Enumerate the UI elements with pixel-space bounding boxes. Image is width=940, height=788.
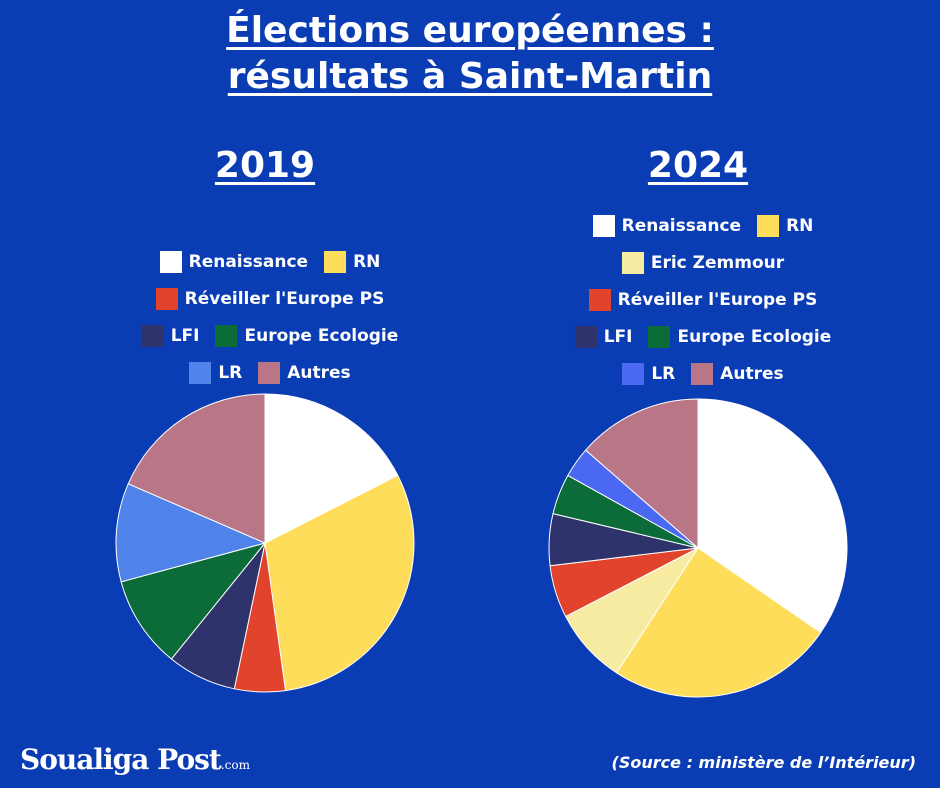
- legend-swatch-europe-ecologie: [648, 325, 671, 348]
- legend-row: Renaissance RN: [468, 207, 938, 244]
- legend-swatch-rn: [324, 250, 347, 273]
- pie-slice-renaissance: [697, 398, 848, 634]
- pie-slice-rn: [264, 474, 415, 692]
- legend-item-renaissance: Renaissance: [159, 250, 309, 273]
- legend-label-renaissance: Renaissance: [188, 251, 309, 272]
- pie-chart-2024: [548, 398, 848, 698]
- legend-item-rn: RN: [757, 214, 814, 237]
- legend-swatch-rn: [757, 214, 780, 237]
- legend-row: Réveiller l'Europe PS: [468, 281, 938, 318]
- legend-swatch-renaissance: [592, 214, 615, 237]
- brand-name: Soualiga Post: [20, 743, 222, 776]
- pie-slice-europe-ecologie: [120, 542, 266, 660]
- soualiga-post-logo: Soualiga Post.com: [20, 743, 250, 776]
- legend-item-autres: Autres: [258, 361, 351, 384]
- legend-label-autres: Autres: [720, 363, 784, 384]
- legend-swatch-renaissance: [159, 250, 182, 273]
- pie-slice-autres: [585, 398, 699, 549]
- legend-item-reveiller-l-europe-ps: Réveiller l'Europe PS: [588, 288, 818, 311]
- legend-item-rn: RN: [324, 250, 381, 273]
- legend-2024: Renaissance RN Eric Zemmour Réveiller l'Eur…: [468, 207, 938, 392]
- legend-swatch-europe-ecologie: [215, 324, 238, 347]
- legend-label-rn: RN: [786, 215, 814, 236]
- pie-slice-renaissance: [264, 393, 399, 544]
- legend-row: LR Autres: [35, 354, 505, 391]
- legend-label-autres: Autres: [287, 362, 351, 383]
- legend-swatch-lfi: [141, 324, 164, 347]
- legend-row: Eric Zemmour: [468, 244, 938, 281]
- legend-swatch-autres: [258, 361, 281, 384]
- year-2019-heading: 2019: [214, 145, 316, 186]
- pie-slice-rn: [616, 547, 822, 698]
- legend-item-lfi: LFI: [141, 324, 200, 347]
- legend-row: Réveiller l'Europe PS: [35, 280, 505, 317]
- legend-row: Renaissance RN: [35, 243, 505, 280]
- legend-item-reveiller-l-europe-ps: Réveiller l'Europe PS: [155, 287, 385, 310]
- legend-label-eric-zemmour: Eric Zemmour: [650, 252, 785, 273]
- legend-item-autres: Autres: [691, 362, 784, 385]
- legend-item-lr: LR: [189, 361, 243, 384]
- legend-swatch-lfi: [574, 325, 597, 348]
- legend-label-lfi: LFI: [170, 325, 200, 346]
- legend-swatch-eric-zemmour: [621, 251, 644, 274]
- legend-label-lr: LR: [218, 362, 243, 383]
- legend-item-renaissance: Renaissance: [592, 214, 742, 237]
- pie-slice-lr: [115, 483, 266, 583]
- legend-swatch-lr: [189, 361, 212, 384]
- legend-label-lr: LR: [651, 363, 676, 384]
- legend-label-reveiller-l-europe-ps: Réveiller l'Europe PS: [184, 288, 385, 309]
- legend-row: LFI Europe Ecologie: [35, 317, 505, 354]
- year-2024-heading: 2024: [647, 145, 749, 186]
- legend-label-renaissance: Renaissance: [621, 215, 742, 236]
- legend-item-eric-zemmour: Eric Zemmour: [621, 251, 785, 274]
- legend-item-lfi: LFI: [574, 325, 633, 348]
- legend-row: LR Autres: [468, 355, 938, 392]
- pie-chart-2019: [115, 393, 415, 693]
- legend-item-europe-ecologie: Europe Ecologie: [215, 324, 399, 347]
- legend-label-reveiller-l-europe-ps: Réveiller l'Europe PS: [617, 289, 818, 310]
- legend-row: LFI Europe Ecologie: [468, 318, 938, 355]
- brand-domain: .com: [220, 758, 250, 772]
- legend-label-lfi: LFI: [603, 326, 633, 347]
- legend-item-lr: LR: [622, 362, 676, 385]
- legend-label-europe-ecologie: Europe Ecologie: [244, 325, 399, 346]
- legend-swatch-lr: [622, 362, 645, 385]
- legend-swatch-reveiller-l-europe-ps: [588, 288, 611, 311]
- title-line-2: résultats à Saint-Martin: [227, 56, 713, 97]
- legend-item-europe-ecologie: Europe Ecologie: [648, 325, 832, 348]
- legend-swatch-autres: [691, 362, 714, 385]
- legend-2019: Renaissance RN Réveiller l'Europe PS LFI Eur…: [35, 243, 505, 391]
- legend-swatch-reveiller-l-europe-ps: [155, 287, 178, 310]
- title-line-1: Élections européennes :: [226, 10, 714, 51]
- legend-label-rn: RN: [353, 251, 381, 272]
- pie-slice-autres: [127, 393, 266, 544]
- source-note: (Source : ministère de l’Intérieur): [611, 753, 916, 772]
- legend-label-europe-ecologie: Europe Ecologie: [677, 326, 832, 347]
- main-title: Élections européennes : résultats à Sain…: [0, 8, 940, 100]
